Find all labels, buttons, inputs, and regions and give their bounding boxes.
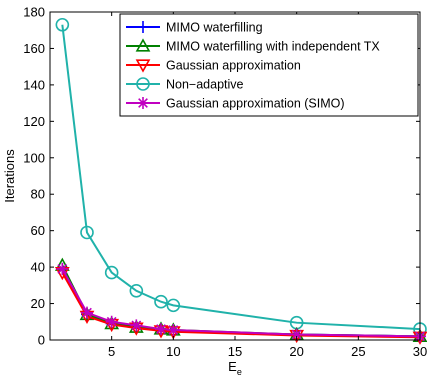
legend-entry: MIMO waterfilling <box>126 21 263 35</box>
legend-entry: Non−adaptive <box>126 77 244 92</box>
data-point <box>104 265 119 280</box>
ticks-layer: 0 20 40 60 80 100 120 140 160 180 5 10 15 20 25 30 <box>23 5 427 360</box>
series-line <box>61 24 421 331</box>
data-point <box>81 306 93 319</box>
y-tick-label: 20 <box>31 296 45 311</box>
legend-label: Non−adaptive <box>166 78 244 92</box>
y-tick-label: 80 <box>31 187 45 202</box>
data-point <box>130 319 143 332</box>
data-point <box>137 21 149 33</box>
x-axis-label-main: E <box>228 359 237 374</box>
data-point <box>154 294 168 309</box>
data-point <box>56 262 69 275</box>
data-point <box>167 323 180 336</box>
x-axis-label: Ee <box>228 359 242 376</box>
legend-label: MIMO waterfilling with independent TX <box>166 40 380 54</box>
legend: MIMO waterfilling MIMO waterfilling with … <box>119 13 419 117</box>
x-tick-label: 15 <box>228 344 242 359</box>
data-point <box>136 77 150 91</box>
legend-box <box>119 13 419 117</box>
x-tick-label: 30 <box>413 344 427 359</box>
data-point <box>55 17 70 32</box>
data-point <box>80 225 94 240</box>
y-tick-label: 140 <box>23 77 45 92</box>
series-line <box>61 268 421 338</box>
legend-label: Gaussian approximation <box>166 59 301 73</box>
x-tick-label: 5 <box>108 344 115 359</box>
y-tick-label: 160 <box>23 41 45 56</box>
data-point <box>135 59 151 73</box>
series-line <box>61 272 421 339</box>
x-tick-label: 20 <box>289 344 303 359</box>
legend-label: Gaussian approximation (SIMO) <box>166 97 345 111</box>
y-tick-label: 0 <box>38 333 45 348</box>
data-point <box>290 328 303 341</box>
y-tick-label: 100 <box>23 150 45 165</box>
data-point <box>166 298 181 313</box>
data-point <box>129 283 144 298</box>
y-tick-label: 40 <box>31 260 45 275</box>
data-point <box>155 323 167 336</box>
y-tick-label: 120 <box>23 114 45 129</box>
legend-entry: MIMO waterfilling with independent TX <box>126 38 380 54</box>
legend-entry: Gaussian approximation (SIMO) <box>126 97 345 111</box>
data-point <box>135 38 151 52</box>
x-tick-label: 10 <box>166 344 180 359</box>
legend-label: MIMO waterfilling <box>166 21 263 35</box>
y-axis-label: Iterations <box>2 149 17 203</box>
x-axis-label-subscript: e <box>237 367 242 376</box>
y-tick-label: 60 <box>31 223 45 238</box>
series-layer <box>54 17 427 345</box>
y-tick-label: 180 <box>23 5 45 20</box>
data-point <box>105 315 118 328</box>
data-point <box>137 97 149 109</box>
x-tick-label: 25 <box>351 344 365 359</box>
legend-entry: Gaussian approximation <box>126 59 301 73</box>
